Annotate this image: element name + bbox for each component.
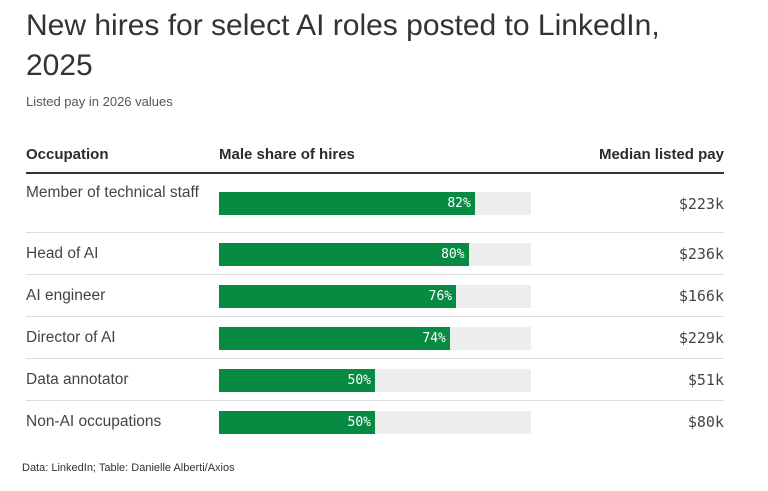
row-divider <box>26 316 724 317</box>
male-share-value: 50% <box>347 372 371 388</box>
occupation-label: AI engineer <box>26 287 106 304</box>
source-note: Data: LinkedIn; Table: Danielle Alberti/… <box>22 462 235 474</box>
male-share-value: 76% <box>428 288 453 304</box>
male-share-bar: 50% <box>219 410 375 434</box>
median-pay-value: $80k <box>687 413 724 431</box>
occupation-label: Non-AI occupations <box>26 413 162 430</box>
header-male-share: Male share of hires <box>219 146 355 163</box>
bar-track: 76% <box>219 284 531 308</box>
median-pay-value: $166k <box>678 287 724 305</box>
table-row: Non-AI occupations 50% $80k <box>0 401 768 443</box>
bar-track: 74% <box>219 326 531 350</box>
occupation-label: Head of AI <box>26 245 99 262</box>
table-row: Director of AI 74% $229k <box>0 317 768 359</box>
male-share-value: 50% <box>347 414 371 430</box>
header-median-pay: Median listed pay <box>598 146 724 163</box>
bar-track: 82% <box>219 192 531 215</box>
bar-track: 50% <box>219 410 531 434</box>
male-share-value: 82% <box>447 196 471 211</box>
median-pay-value: $51k <box>687 371 724 389</box>
male-share-bar: 80% <box>219 242 469 266</box>
table-row: AI engineer 76% $166k <box>0 275 768 317</box>
male-share-value: 80% <box>441 246 465 262</box>
male-share-bar: 76% <box>219 284 457 308</box>
male-share-value: 74% <box>422 330 446 346</box>
occupation-label: Director of AI <box>26 329 116 346</box>
median-pay-value: $236k <box>678 245 724 263</box>
bar-track: 50% <box>219 368 531 392</box>
median-pay-value: $229k <box>678 329 724 347</box>
table-row: Data annotator 50% $51k <box>0 359 768 401</box>
male-share-bar: 50% <box>219 368 375 392</box>
table-row: Head of AI 80% $236k <box>0 233 768 275</box>
row-divider <box>26 358 724 359</box>
bar-track: 80% <box>219 242 531 266</box>
header-rule <box>26 172 724 174</box>
occupation-label: Data annotator <box>26 371 129 388</box>
male-share-bar: 82% <box>219 192 475 215</box>
occupation-label: Member of technical staff <box>26 184 199 201</box>
chart-subtitle: Listed pay in 2026 values <box>26 94 173 109</box>
row-divider <box>26 274 724 275</box>
chart-title: New hires for select AI roles posted to … <box>26 9 660 82</box>
header-occupation: Occupation <box>26 146 109 163</box>
table-row: Member of technical staff 82% $223k <box>0 174 768 233</box>
row-divider <box>26 232 724 233</box>
male-share-bar: 74% <box>219 326 450 350</box>
row-divider <box>26 400 724 401</box>
median-pay-value: $223k <box>678 194 724 213</box>
